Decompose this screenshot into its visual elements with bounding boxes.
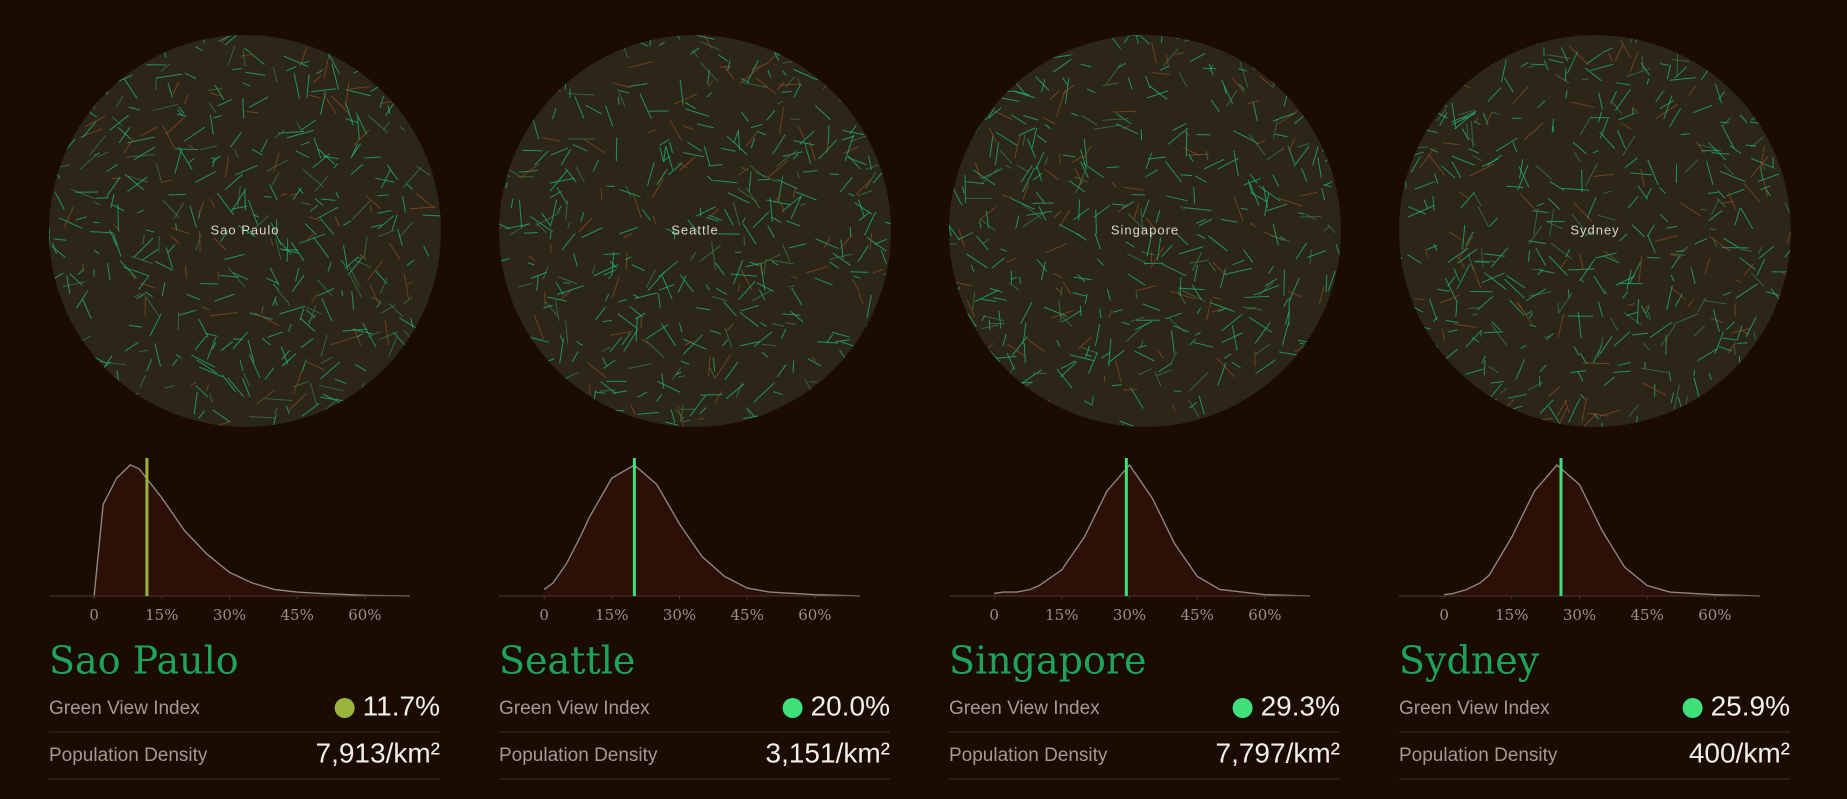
distribution-area xyxy=(94,465,410,596)
x-tick-label: 30% xyxy=(1563,606,1596,624)
density-value: 7,913/km² xyxy=(316,737,441,768)
gvi-dot xyxy=(1232,698,1253,718)
map-circle xyxy=(1399,35,1791,427)
x-tick-label: 15% xyxy=(595,606,628,624)
density-value: 3,151/km² xyxy=(766,737,891,768)
x-tick-label: 30% xyxy=(213,606,246,624)
gvi-label: Green View Index xyxy=(1399,698,1550,719)
map-circle xyxy=(949,35,1341,427)
city-name: Seattle xyxy=(499,639,635,683)
city-name: Singapore xyxy=(949,639,1147,683)
x-tick-label: 45% xyxy=(731,606,764,624)
map-label: Seattle xyxy=(671,222,718,237)
gvi-label: Green View Index xyxy=(949,698,1100,719)
map-circle xyxy=(49,35,441,427)
density-label: Population Density xyxy=(1399,745,1558,766)
distribution-curve xyxy=(993,463,1311,597)
gvi-value: 11.7% xyxy=(363,690,440,721)
gvi-dot xyxy=(782,698,803,718)
x-tick-label: 30% xyxy=(1113,606,1146,624)
density-value: 400/km² xyxy=(1689,737,1790,768)
x-tick-label: 45% xyxy=(281,606,314,624)
x-tick-label: 60% xyxy=(798,606,831,624)
x-tick-label: 15% xyxy=(145,606,178,624)
x-tick-label: 0 xyxy=(539,606,549,624)
distribution-curve xyxy=(93,464,411,597)
gvi-value: 25.9% xyxy=(1711,690,1790,721)
gvi-dot xyxy=(1682,698,1703,718)
x-tick-label: 60% xyxy=(348,606,381,624)
map-label: Sydney xyxy=(1570,222,1619,237)
city-name: Sydney xyxy=(1399,639,1540,683)
density-value: 7,797/km² xyxy=(1216,737,1341,768)
x-tick-label: 15% xyxy=(1495,606,1528,624)
x-tick-label: 0 xyxy=(1439,606,1449,624)
x-tick-label: 60% xyxy=(1248,606,1281,624)
x-tick-label: 0 xyxy=(89,606,99,624)
distribution-area xyxy=(994,465,1310,596)
gvi-dot xyxy=(334,698,355,718)
gvi-label: Green View Index xyxy=(499,698,650,719)
distribution-area xyxy=(544,465,860,596)
x-tick-label: 45% xyxy=(1631,606,1664,624)
density-label: Population Density xyxy=(49,745,208,766)
density-label: Population Density xyxy=(499,745,658,766)
map-circle xyxy=(499,35,891,427)
map-label: Sao Paulo xyxy=(211,222,280,237)
x-tick-label: 30% xyxy=(663,606,696,624)
density-label: Population Density xyxy=(949,745,1108,766)
gvi-value: 29.3% xyxy=(1261,690,1340,721)
x-tick-label: 60% xyxy=(1698,606,1731,624)
distribution-curve xyxy=(543,464,861,597)
distribution-curve xyxy=(1444,464,1761,597)
city-name: Sao Paulo xyxy=(49,639,239,683)
map-label: Singapore xyxy=(1111,222,1179,237)
gvi-value: 20.0% xyxy=(811,690,890,721)
gvi-label: Green View Index xyxy=(49,698,200,719)
x-tick-label: 15% xyxy=(1045,606,1078,624)
x-tick-label: 0 xyxy=(989,606,999,624)
x-tick-label: 45% xyxy=(1181,606,1214,624)
